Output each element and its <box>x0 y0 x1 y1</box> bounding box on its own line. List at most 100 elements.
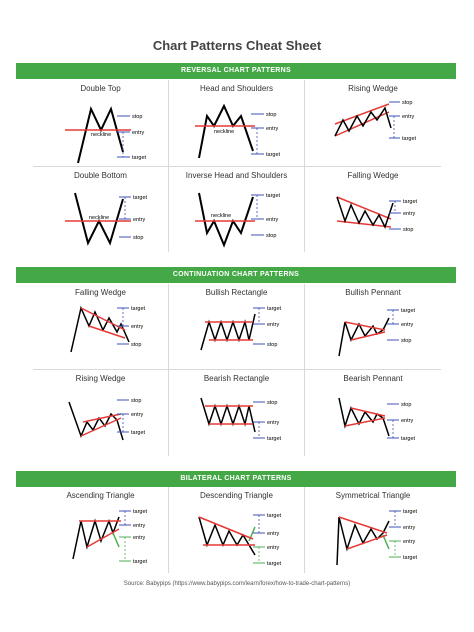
entry-label: entry <box>132 130 144 136</box>
falling-wedge-reversal-diagram: target entry stop <box>336 196 418 233</box>
target-label: target <box>133 509 148 515</box>
pattern-title: Falling Wedge <box>347 171 399 180</box>
stop-label: stop <box>131 398 141 404</box>
pattern-inverse-head-and-shoulders: Inverse Head and Shoulders target entry … <box>169 167 305 252</box>
pattern-title: Double Top <box>80 84 121 93</box>
entry-label: entry <box>402 114 414 120</box>
source-credit: Source: Babypips (https://www.babypips.c… <box>123 581 351 587</box>
entry-label: entry <box>401 418 413 424</box>
reversal-grid: Double Top stop entry target neckline He… <box>33 80 441 252</box>
pattern-title: Bullish Pennant <box>345 288 401 297</box>
stop-label: stop <box>133 235 143 241</box>
target-label: target <box>402 136 417 142</box>
entry-label: entry <box>133 535 145 541</box>
double-bottom-diagram: target entry stop neckline <box>65 192 148 246</box>
pattern-double-bottom: Double Bottom target entry stop neckline <box>33 167 169 252</box>
stop-label: stop <box>266 112 276 118</box>
bullish-pennant-diagram: target entry stop <box>338 308 416 357</box>
stop-label: stop <box>132 114 142 120</box>
entry-label: entry <box>403 525 415 531</box>
pattern-rising-wedge-continuation: Rising Wedge stop entry target <box>33 370 169 456</box>
stop-label: stop <box>131 342 141 348</box>
target-label: target <box>132 155 147 161</box>
target-label: target <box>266 193 281 199</box>
target-label: target <box>131 306 146 312</box>
entry-label: entry <box>267 420 279 426</box>
bullish-rectangle-diagram: target entry stop <box>200 306 282 351</box>
pattern-title: Falling Wedge <box>75 288 126 297</box>
entry-label: entry <box>267 545 279 551</box>
bilateral-grid: Ascending Triangle target entry entry ta… <box>33 487 441 573</box>
pattern-title: Descending Triangle <box>200 491 273 500</box>
entry-label: entry <box>266 217 278 223</box>
entry-label: entry <box>133 523 145 529</box>
entry-label: entry <box>403 539 415 545</box>
head-and-shoulders-diagram: stop entry target neckline <box>195 103 281 159</box>
pattern-bullish-pennant: Bullish Pennant target entry stop <box>305 284 441 370</box>
pattern-symmetrical-triangle: Symmetrical Triangle target entry entry … <box>305 487 441 573</box>
stop-label: stop <box>401 338 411 344</box>
stop-label: stop <box>401 402 411 408</box>
ascending-triangle-diagram: target entry entry target <box>72 509 148 565</box>
pattern-title: Rising Wedge <box>348 84 398 93</box>
pattern-title: Inverse Head and Shoulders <box>185 171 288 180</box>
pattern-title: Rising Wedge <box>75 374 126 383</box>
target-label: target <box>401 308 416 314</box>
stop-label: stop <box>266 233 276 239</box>
pattern-title: Symmetrical Triangle <box>335 491 411 500</box>
continuation-grid: Falling Wedge target entry stop Bullish … <box>33 284 441 456</box>
stop-label: stop <box>403 227 413 233</box>
entry-label: entry <box>266 126 278 132</box>
stop-label: stop <box>267 342 277 348</box>
pattern-falling-wedge-reversal: Falling Wedge target entry stop <box>305 167 441 252</box>
pattern-title: Head and Shoulders <box>200 84 273 93</box>
neckline-label: neckline <box>214 129 234 135</box>
pattern-rising-wedge: Rising Wedge stop entry target <box>305 80 441 167</box>
target-label: target <box>267 513 282 519</box>
pattern-title: Bearish Rectangle <box>203 374 270 383</box>
falling-wedge-continuation-diagram: target entry stop <box>70 305 146 353</box>
target-label: target <box>133 195 148 201</box>
pattern-ascending-triangle: Ascending Triangle target entry entry ta… <box>33 487 169 573</box>
target-label: target <box>131 430 146 436</box>
target-label: target <box>267 436 282 442</box>
target-label: target <box>267 561 282 567</box>
symmetrical-triangle-diagram: target entry entry target <box>336 509 418 566</box>
entry-label: entry <box>401 322 413 328</box>
rising-wedge-continuation-diagram: stop entry target <box>68 398 146 441</box>
pattern-title: Bullish Rectangle <box>205 288 268 297</box>
target-label: target <box>403 555 418 561</box>
pattern-bearish-rectangle: Bearish Rectangle stop entry target <box>169 370 305 456</box>
bearish-rectangle-diagram: stop entry target <box>200 397 282 442</box>
entry-label: entry <box>267 322 279 328</box>
target-label: target <box>403 199 418 205</box>
entry-label: entry <box>267 531 279 537</box>
target-label: target <box>266 152 281 158</box>
continuation-banner: CONTINUATION CHART PATTERNS <box>16 267 456 283</box>
neckline-label: neckline <box>91 132 111 138</box>
pattern-head-and-shoulders: Head and Shoulders stop entry target nec… <box>169 80 305 167</box>
pattern-falling-wedge-continuation: Falling Wedge target entry stop <box>33 284 169 370</box>
bilateral-banner: BILATERAL CHART PATTERNS <box>16 471 456 487</box>
bearish-pennant-diagram: stop entry target <box>338 397 416 442</box>
pattern-bearish-pennant: Bearish Pennant stop entry target <box>305 370 441 456</box>
target-label: target <box>267 306 282 312</box>
target-label: target <box>401 436 416 442</box>
target-label: target <box>403 509 418 515</box>
entry-label: entry <box>403 211 415 217</box>
target-label: target <box>133 559 148 565</box>
pattern-title: Bearish Pennant <box>343 374 403 383</box>
pattern-title: Ascending Triangle <box>66 491 135 500</box>
pattern-descending-triangle: Descending Triangle target entry entry t… <box>169 487 305 573</box>
pattern-title: Double Bottom <box>74 171 127 180</box>
double-top-diagram: stop entry target neckline <box>65 106 147 164</box>
entry-label: entry <box>131 412 143 418</box>
neckline-label: neckline <box>211 213 231 219</box>
pattern-bullish-rectangle: Bullish Rectangle target entry stop <box>169 284 305 370</box>
neckline-label: neckline <box>89 215 109 221</box>
entry-label: entry <box>131 324 143 330</box>
stop-label: stop <box>402 100 412 106</box>
page-title: Chart Patterns Cheat Sheet <box>152 38 322 53</box>
stop-label: stop <box>267 400 277 406</box>
reversal-banner: REVERSAL CHART PATTERNS <box>16 63 456 79</box>
